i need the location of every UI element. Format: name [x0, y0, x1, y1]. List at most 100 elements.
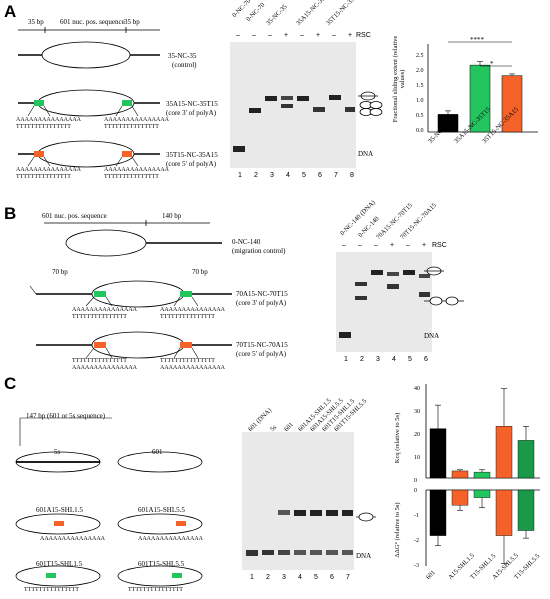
b-construct1-name: 0-NC-140	[232, 238, 261, 246]
a-rsc-sign-7: –	[332, 32, 336, 39]
c-label-5s: 5s	[54, 448, 61, 456]
a-construct3-note: (core 5' of polyA)	[166, 160, 217, 168]
a-c3-right-tract: AAAAAAAAAAAAAAA	[104, 167, 169, 173]
a-left-bp: 35 bp	[28, 18, 44, 26]
c-lane-number-7: 7	[346, 574, 350, 581]
a-ytick-2: 1.0	[416, 98, 424, 104]
c-top-bar-1	[451, 470, 469, 479]
c-top-chart-plot	[425, 384, 540, 479]
a-center-label: 601 nuc. pos. sequence	[60, 18, 125, 26]
b-rsc-sign-1: –	[342, 242, 346, 249]
c-bot-bar-4	[517, 489, 535, 531]
b-c2-right-tract: AAAAAAAAAAAAAAA	[160, 307, 225, 313]
b-lane-number-3: 3	[376, 356, 380, 363]
c-top-ytick-3: 30	[414, 409, 420, 415]
c-bot-bar-3	[495, 489, 513, 536]
c-label-601: 601	[152, 448, 163, 456]
c-top-ytick-2: 20	[414, 432, 420, 438]
b-c3-left-tract-2: AAAAAAAAAAAAAAA	[72, 365, 137, 371]
c-label-a-shl15: 601A15-SHL1.5	[36, 506, 83, 514]
c-a15-shl15-tract: AAAAAAAAAAAAAAA	[40, 536, 105, 542]
b-lane-number-5: 5	[408, 356, 412, 363]
c-label-t-shl15: 601T15-SHL1.5	[36, 560, 83, 568]
a-gel-header-3: 35-NC-35	[265, 3, 289, 27]
b-c3-left-tract: TTTTTTTTTTTTTTT	[72, 358, 127, 364]
c-t15-shl15-tract: TTTTTTTTTTTTTTT	[24, 587, 79, 593]
a-construct2-note: (core 3' of polyA)	[166, 109, 217, 117]
c-top-ylabel: Kcq (relative to 5s)	[394, 412, 401, 464]
b-rsc-sign-5: –	[406, 242, 410, 249]
a-c3-right-tract-2: TTTTTTTTTTTTTTT	[104, 174, 159, 180]
c-construct-drawings	[15, 417, 203, 587]
b-rsc-label: RSC	[432, 242, 447, 249]
a-construct3-name: 35T15-NC-35A15	[166, 151, 218, 159]
b-rsc-sign-2: –	[358, 242, 362, 249]
a-lane-number-6: 6	[318, 172, 322, 179]
a-lane-number-3: 3	[270, 172, 274, 179]
c-bot-ytick-3: -3	[414, 563, 419, 569]
a-gel-header-5: 35T15-NC-35A15	[325, 0, 364, 28]
a-lane-number-7: 7	[334, 172, 338, 179]
b-rsc-sign-3: –	[374, 242, 378, 249]
b-left-bp: 70 bp	[52, 268, 68, 276]
c-bottom-chart-plot	[425, 489, 540, 566]
b-c2-left-tract: AAAAAAAAAAAAAAA	[72, 307, 137, 313]
a-c3-left-tract: AAAAAAAAAAAAAAA	[16, 167, 81, 173]
a-sig-2: *	[490, 60, 494, 68]
a-lane-number-8: 8	[350, 172, 354, 179]
a-construct1-note: (control)	[172, 61, 197, 69]
b-gel-dna-label: DNA	[424, 332, 440, 340]
c-gel-dna-label: DNA	[356, 552, 372, 560]
b-construct2-name: 70A15-NC-70T15	[236, 290, 288, 298]
a-c2-right-tract: AAAAAAAAAAAAAAA	[104, 117, 169, 123]
a-lane-number-4: 4	[286, 172, 290, 179]
a-rsc-sign-4: +	[284, 32, 289, 39]
b-gel-image	[336, 252, 432, 352]
b-construct1-note: (migration control)	[232, 247, 286, 255]
a-rsc-label: RSC	[356, 32, 371, 39]
b-construct-drawings	[29, 220, 232, 359]
a-rsc-sign-8: +	[348, 32, 353, 39]
a-ytick-0: 0.0	[416, 128, 424, 134]
b-construct3-name: 70T15-NC-70A15	[236, 341, 288, 349]
a-rsc-sign-6: +	[316, 32, 321, 39]
c-label-a-shl55: 601A15-SHL5.5	[138, 506, 185, 514]
panel-label-c: C	[4, 374, 17, 393]
b-right-bp2: 70 bp	[192, 268, 208, 276]
a-rsc-sign-1: –	[236, 32, 240, 39]
a-construct2-name: 35A15-NC-35T15	[166, 100, 218, 108]
panel-label-b: B	[4, 204, 17, 223]
b-rsc-sign-4: +	[390, 242, 395, 249]
c-lane-number-5: 5	[314, 574, 318, 581]
a-lane-number-5: 5	[302, 172, 306, 179]
a-c2-left-tract: AAAAAAAAAAAAAAA	[16, 117, 81, 123]
a-chart-ylabel: Fractional sliding extent (relative valu…	[392, 35, 406, 123]
a-gel-image	[230, 42, 356, 168]
a-lane-number-2: 2	[254, 172, 258, 179]
b-lane-number-1: 1	[344, 356, 348, 363]
a-ytick-4: 2.0	[416, 68, 424, 74]
c-t15-shl55-tract: TTTTTTTTTTTTTTT	[128, 587, 183, 593]
c-lane-number-1: 1	[250, 574, 254, 581]
c-gel-image	[242, 432, 354, 570]
b-c3-right-tract-2: AAAAAAAAAAAAAAA	[160, 365, 225, 371]
a-c2-left-tract-2: TTTTTTTTTTTTTTT	[16, 124, 71, 130]
c-bot-bar-0	[429, 489, 447, 536]
b-construct2-note: (core 3' of polyA)	[236, 299, 287, 307]
b-c2-right-tract-2: TTTTTTTTTTTTTTT	[160, 314, 215, 320]
a-lane-number-1: 1	[238, 172, 242, 179]
c-a15-shl55-tract: AAAAAAAAAAAAAAA	[138, 536, 203, 542]
b-center-label: 601 nuc. pos. sequence	[42, 212, 107, 220]
b-c3-right-tract: TTTTTTTTTTTTTTT	[160, 358, 215, 364]
a-rsc-sign-2: –	[252, 32, 256, 39]
panel-label-a: A	[4, 2, 17, 21]
a-rsc-sign-5: –	[300, 32, 304, 39]
c-lane-number-6: 6	[330, 574, 334, 581]
b-construct3-note: (core 5' of polyA)	[236, 350, 287, 358]
c-bot-bar-2	[473, 489, 491, 498]
b-right-bp: 140 bp	[162, 212, 182, 220]
c-label-t-shl55: 601T15-SHL5.5	[138, 560, 185, 568]
a-gel-dna-label: DNA	[358, 150, 374, 158]
c-top-ytick-4: 40	[414, 386, 420, 392]
a-c2-right-tract-2: TTTTTTTTTTTTTTT	[104, 124, 159, 130]
